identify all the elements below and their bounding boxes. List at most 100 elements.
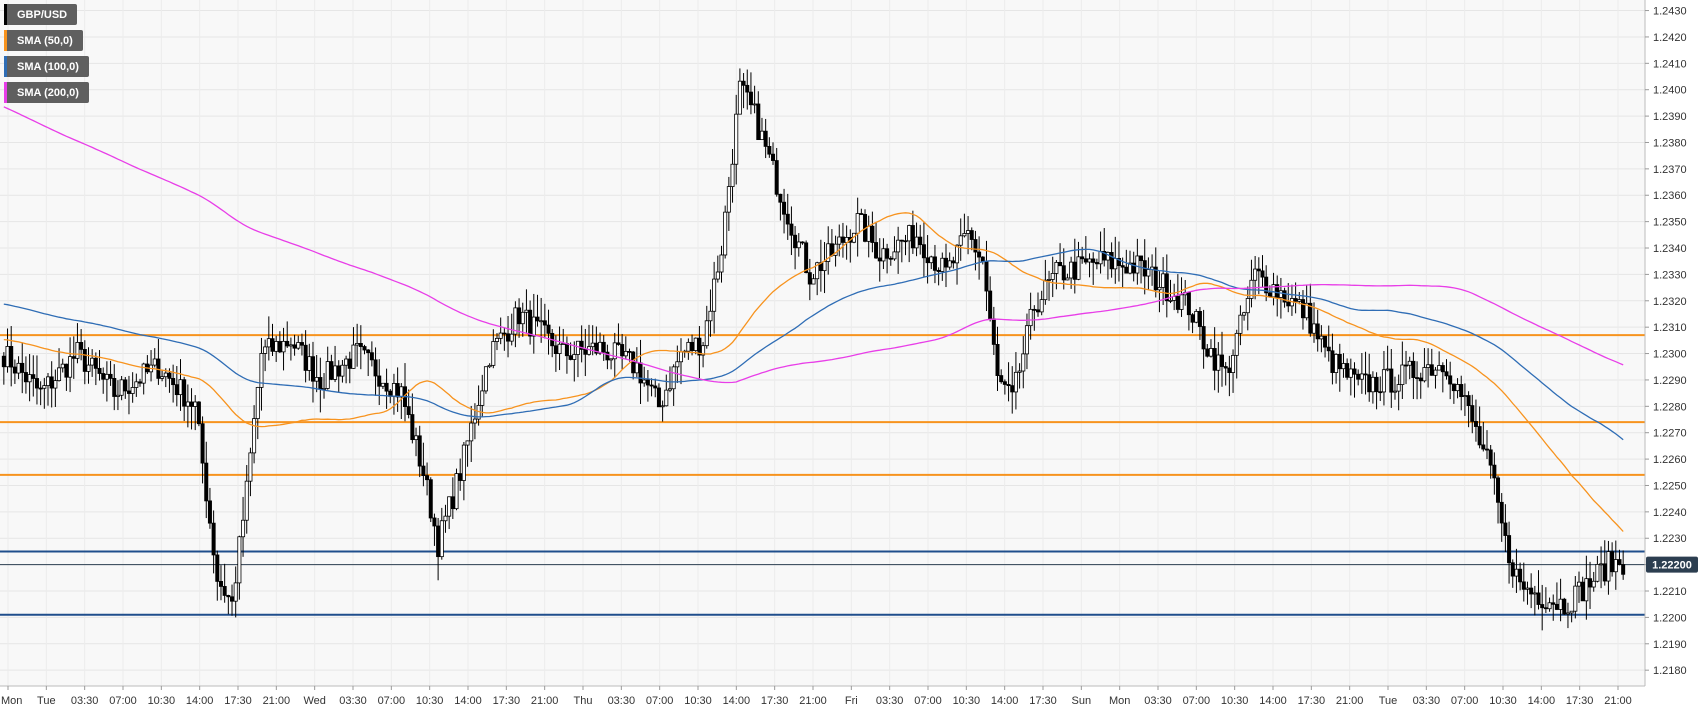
candle-body [980,256,985,262]
x-tick-label: 07:00 [646,695,674,707]
y-tick-label: 1.2270 [1653,428,1687,440]
candle-body [1370,376,1375,393]
candle-body [1139,255,1144,262]
y-tick-label: 1.2320 [1653,296,1687,308]
x-tick-label: 07:00 [378,695,406,707]
candle-body [855,213,860,234]
candle-body [373,359,378,377]
candle-body [1584,578,1589,602]
candle-body [653,385,658,389]
candle-body [5,346,10,368]
candle-body [325,361,330,389]
legend-item-sma-200[interactable]: SMA (200,0) [4,82,89,103]
candle-body [425,475,430,481]
candle-body [1216,354,1221,371]
candle-body [719,254,724,273]
candle-body [664,389,669,407]
candle-body [104,373,109,380]
candle-body [274,341,279,352]
candle-body [1588,578,1593,588]
candle-body [763,130,768,147]
x-tick-label: Mon [1,695,22,707]
candle-body [528,309,533,337]
candle-body [450,496,455,510]
candle-body [1404,364,1409,367]
candle-body [1035,309,1040,313]
candle-body [1128,262,1133,274]
candle-body [230,596,235,602]
candle-body [542,320,547,326]
y-tick-label: 1.2340 [1653,243,1687,255]
candle-body [248,452,253,482]
candle-body [870,225,875,243]
candle-body [840,236,845,243]
candle-body [1462,395,1467,398]
candle-body [1613,559,1618,573]
candle-body [1256,268,1261,272]
candle-body [951,260,956,264]
candle-body [1312,323,1317,334]
candle-body [1359,373,1364,380]
candle-body [310,356,315,382]
candle-body [115,394,120,397]
candle-body [469,422,474,442]
legend-item-sma-100[interactable]: SMA (100,0) [4,56,89,77]
candle-body [690,341,695,351]
candle-body [318,377,323,390]
candle-body [1157,286,1162,291]
candle-body [340,364,345,377]
candle-body [1606,551,1611,582]
candle-body [222,586,227,596]
candle-body [1017,370,1022,373]
candle-body [244,480,249,521]
candle-body [553,345,558,355]
legend-swatch-sma-100 [4,56,7,77]
candle-body [20,362,25,373]
candle-body [822,261,827,272]
candle-body [1418,377,1423,382]
candle-body [421,465,426,477]
candle-body [601,341,606,353]
candle-body [296,342,301,349]
candle-body [1,355,6,368]
candle-body [1363,373,1368,376]
sma-line-200 [3,106,1624,384]
candle-body [391,383,396,397]
sma-layer [3,106,1624,532]
candle-body [815,262,820,280]
y-tick-label: 1.2200 [1653,612,1687,624]
candle-body [465,440,470,446]
candle-body [995,344,1000,376]
y-tick-label: 1.2260 [1653,454,1687,466]
candle-body [1245,298,1250,314]
x-tick-label: 03:30 [339,695,367,707]
candle-body [697,337,702,356]
candle-body [1039,299,1044,313]
candle-body [447,496,452,517]
candle-body [1536,592,1541,605]
x-tick-label: 07:00 [914,695,942,707]
x-tick-label: 10:30 [684,695,712,707]
legend-item-sma-50[interactable]: SMA (50,0) [4,30,83,51]
legend-item-symbol[interactable]: GBP/USD [4,4,78,25]
candle-body [1356,373,1361,380]
candle-body [1194,311,1199,323]
y-tick-label: 1.2210 [1653,586,1687,598]
candle-body [918,236,923,246]
x-tick-label: 14:00 [454,695,482,707]
candle-body [1455,384,1460,392]
candle-body [671,366,676,390]
x-tick-label: Thu [574,695,593,707]
candle-body [1135,255,1140,274]
y-tick-label: 1.2350 [1653,217,1687,229]
y-tick-label: 1.2310 [1653,322,1687,334]
candle-body [1161,273,1166,288]
candle-body [112,377,117,397]
candle-body [557,343,562,355]
candle-body [616,342,621,345]
y-tick-label: 1.2420 [1653,32,1687,44]
x-tick-label: 10:30 [1221,695,1249,707]
candle-body [546,324,551,334]
candle-body [1006,384,1011,387]
candle-body [583,348,588,355]
